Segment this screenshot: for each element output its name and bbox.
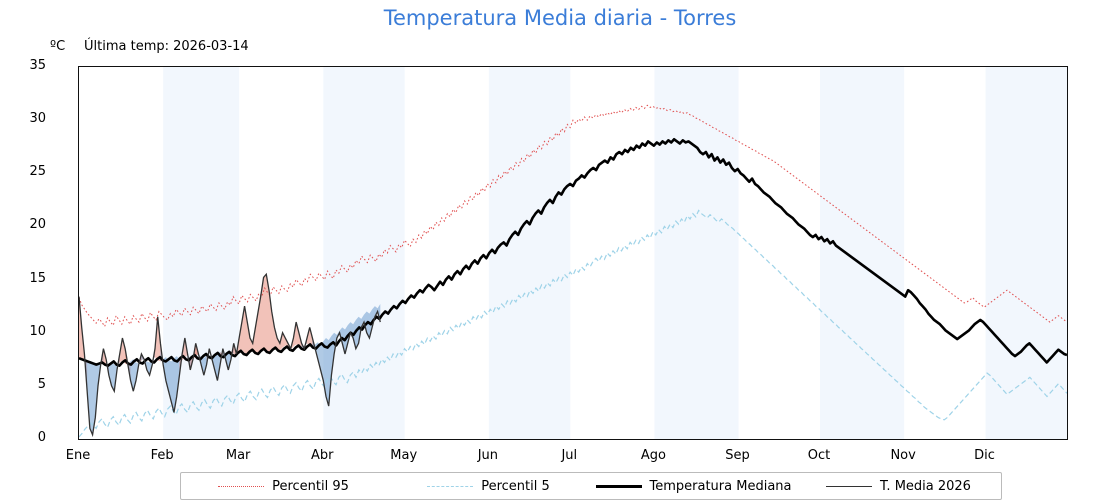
y-axis-tick-30: 30 [29, 111, 46, 127]
legend-item-median[interactable]: Temperatura Mediana [591, 479, 796, 494]
month-band [488, 67, 571, 439]
anomalia-fria-fill [141, 348, 155, 376]
month-band [985, 67, 1067, 439]
legend-item-p95[interactable]: Percentil 95 [181, 479, 386, 494]
legend-label-p95: Percentil 95 [272, 478, 349, 494]
anomalia-fria-fill [187, 353, 193, 370]
anomalia-fria-fill [312, 304, 381, 407]
legend-label-media2026: T. Media 2026 [880, 478, 971, 494]
y-axis-tick-15: 15 [29, 270, 46, 286]
legend-swatch-media2026-icon [826, 485, 873, 487]
month-band [323, 67, 405, 439]
x-axis-tick-nov: Nov [890, 448, 916, 463]
legend-label-median: Temperatura Mediana [649, 478, 792, 494]
chart-legend: Percentil 95 Percentil 5 Temperatura Med… [180, 472, 1002, 500]
x-axis-tick-mar: Mar [225, 448, 251, 463]
series-percentil-5 [78, 209, 1068, 438]
series-temperatura-mediana [78, 137, 1068, 367]
y-axis-unit-label: ºC [50, 39, 66, 54]
y-axis-tick-5: 5 [37, 376, 46, 392]
series-percentil-95 [78, 104, 1068, 328]
month-band [654, 67, 739, 439]
x-axis-tick-oct: Oct [807, 448, 831, 463]
anomalia-fria-fill [222, 343, 234, 370]
x-axis-tick-jul: Jul [561, 448, 578, 463]
x-axis-tick-may: May [390, 448, 418, 463]
legend-label-p5: Percentil 5 [481, 478, 550, 494]
x-axis-tick-feb: Feb [150, 448, 174, 463]
legend-swatch-p95-icon [218, 485, 265, 487]
y-axis-tick-10: 10 [29, 323, 46, 339]
last-temp-label: Última temp: 2026-03-14 [84, 39, 249, 54]
x-axis-tick-jun: Jun [477, 448, 498, 463]
legend-item-p5[interactable]: Percentil 5 [386, 479, 591, 494]
series-t-media-2026 [78, 272, 381, 438]
x-axis-tick-abr: Abr [311, 448, 334, 463]
plot-area [78, 66, 1068, 440]
month-band [820, 67, 905, 439]
anomalia-calida-fill [152, 316, 164, 365]
y-axis-tick-20: 20 [29, 217, 46, 233]
y-axis-tick-25: 25 [29, 164, 46, 180]
legend-swatch-p5-icon [427, 485, 474, 487]
anomalia-calida-fill [231, 274, 305, 360]
y-axis-tick-0: 0 [37, 430, 46, 445]
y-axis-tick-35: 35 [29, 58, 46, 73]
x-axis-tick-dic: Dic [974, 448, 995, 463]
chart-canvas [78, 67, 1068, 439]
page-title: Temperatura Media diaria - Torres [383, 6, 737, 30]
legend-item-media2026[interactable]: T. Media 2026 [796, 479, 1001, 494]
x-axis-tick-sep: Sep [725, 448, 750, 463]
anomalia-calida-fill [304, 327, 316, 349]
legend-swatch-median-icon [595, 484, 642, 488]
x-axis-tick-ene: Ene [65, 448, 91, 463]
x-axis-tick-ago: Ago [640, 448, 666, 463]
